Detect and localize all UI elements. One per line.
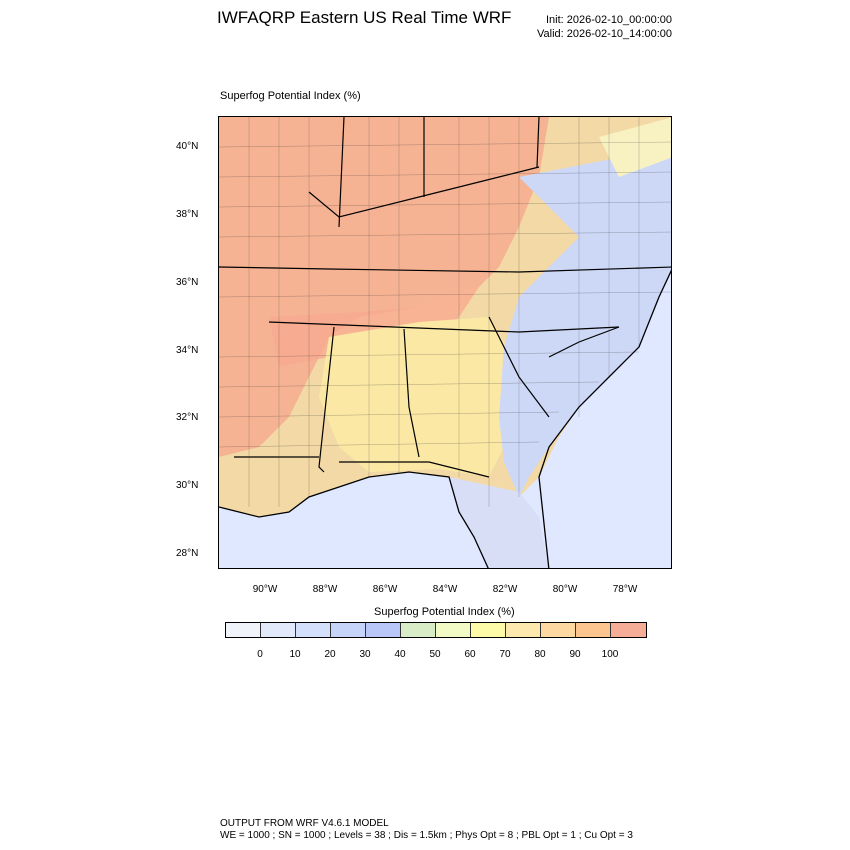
colorbar-label: 80 <box>534 649 546 660</box>
high-index-band <box>269 287 479 367</box>
colorbar-swatch <box>541 623 576 637</box>
colorbar-label: 0 <box>257 649 263 660</box>
coastline <box>219 269 671 568</box>
lat-tick-label: 32°N <box>176 412 199 423</box>
lat-tick-label: 36°N <box>176 277 199 288</box>
colorbar-swatch <box>296 623 331 637</box>
run-times: Init: 2026-02-10_00:00:00 Valid: 2026-02… <box>537 13 672 41</box>
colorbar-swatch <box>331 623 366 637</box>
colorbar <box>225 622 647 638</box>
superfog-map <box>219 117 671 568</box>
colorbar-swatch <box>576 623 611 637</box>
colorbar-label: 60 <box>464 649 476 660</box>
colorbar-swatch <box>401 623 436 637</box>
lat-tick-label: 38°N <box>176 209 199 220</box>
colorbar-swatch <box>506 623 541 637</box>
colorbar-label: 100 <box>601 649 619 660</box>
page-title: IWFAQRP Eastern US Real Time WRF <box>217 8 512 27</box>
lat-tick-label: 30°N <box>176 480 199 491</box>
lon-tick-label: 78°W <box>612 584 638 595</box>
map-panel <box>218 116 672 569</box>
colorbar-title: Superfog Potential Index (%) <box>374 606 515 618</box>
colorbar-swatch <box>471 623 506 637</box>
low-index-region <box>499 147 671 497</box>
colorbar-label: 50 <box>429 649 441 660</box>
colorbar-label: 20 <box>324 649 336 660</box>
colorbar-swatch <box>366 623 401 637</box>
county-boundaries <box>219 117 671 507</box>
footer-line-2: WE = 1000 ; SN = 1000 ; Levels = 38 ; Di… <box>220 830 633 841</box>
lon-tick-label: 82°W <box>492 584 518 595</box>
footer-line-1: OUTPUT FROM WRF V4.6.1 MODEL <box>220 818 389 829</box>
colorbar-swatch <box>226 623 261 637</box>
lat-tick-label: 28°N <box>176 548 199 559</box>
colorbar-label: 90 <box>569 649 581 660</box>
lon-tick-label: 90°W <box>252 584 278 595</box>
northeast-region <box>599 117 671 177</box>
colorbar-label: 30 <box>359 649 371 660</box>
lon-tick-label: 80°W <box>552 584 578 595</box>
high-index-region <box>219 117 549 457</box>
lat-tick-label: 40°N <box>176 141 199 152</box>
colorbar-label: 70 <box>499 649 511 660</box>
lon-tick-label: 86°W <box>372 584 398 595</box>
lon-tick-label: 84°W <box>432 584 458 595</box>
lon-tick-label: 88°W <box>312 584 338 595</box>
colorbar-swatch <box>611 623 646 637</box>
colorbar-label: 10 <box>289 649 301 660</box>
plot-variable-label: Superfog Potential Index (%) <box>220 90 361 102</box>
init-time: Init: 2026-02-10_00:00:00 <box>546 14 672 26</box>
florida-area <box>449 477 549 568</box>
model-footer: OUTPUT FROM WRF V4.6.1 MODEL WE = 1000 ;… <box>220 818 633 842</box>
colorbar-swatch <box>436 623 471 637</box>
lat-tick-label: 34°N <box>176 345 199 356</box>
colorbar-swatch <box>261 623 296 637</box>
valid-time: Valid: 2026-02-10_14:00:00 <box>537 28 672 40</box>
colorbar-label: 40 <box>394 649 406 660</box>
